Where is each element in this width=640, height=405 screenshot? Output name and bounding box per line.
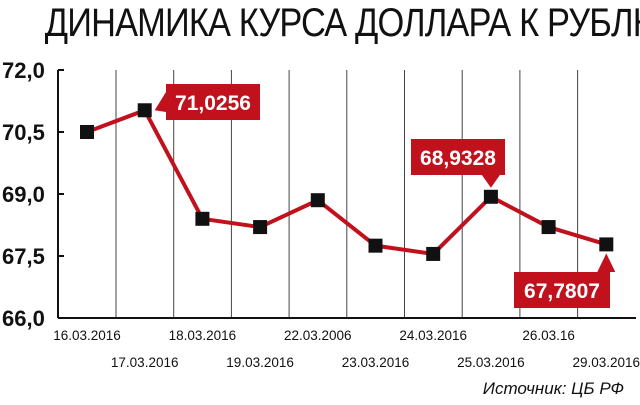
data-point <box>80 125 94 139</box>
callout-box <box>166 84 260 120</box>
callout-pointer <box>597 253 616 272</box>
data-point <box>368 238 383 253</box>
callout-box <box>514 272 610 308</box>
x-tick-label: 17.03.2016 <box>111 355 179 370</box>
x-tick-label: 29.03.2016 <box>573 355 640 370</box>
callout: 68,9328 <box>411 139 505 188</box>
x-tick-label: 16.03.2016 <box>53 328 121 343</box>
data-point <box>195 211 210 226</box>
data-point <box>541 220 556 235</box>
callout-box <box>411 139 505 175</box>
callout: 71,0256 <box>154 84 260 120</box>
data-point <box>599 237 614 252</box>
x-tick-label: 26.03.16 <box>522 328 575 343</box>
x-tick-label: 25.03.2016 <box>457 355 525 370</box>
y-tick-label: 69,0 <box>2 182 45 207</box>
data-label: 67,7807 <box>524 280 600 303</box>
y-tick-label: 72,0 <box>2 58 45 83</box>
y-tick-label: 67,5 <box>2 244 45 269</box>
callout-pointer <box>154 92 166 112</box>
data-point <box>426 246 441 261</box>
data-point <box>253 220 268 235</box>
series-line <box>86 108 607 256</box>
x-tick-label: 23.03.2016 <box>342 355 410 370</box>
callout: 67,7807 <box>514 253 616 308</box>
data-label: 71,0256 <box>175 92 251 115</box>
data-point <box>483 189 498 204</box>
data-point <box>137 103 152 118</box>
data-point <box>310 193 325 208</box>
chart-title: ДИНАМИКА КУРСА ДОЛЛАРА К РУБЛЮ <box>44 1 640 45</box>
data-label: 68,9328 <box>420 147 496 170</box>
x-tick-label: 18.03.2016 <box>169 328 237 343</box>
x-tick-label: 22.03.2006 <box>284 328 352 343</box>
x-tick-label: 19.03.2016 <box>226 355 294 370</box>
x-tick-label: 24.03.2016 <box>399 328 467 343</box>
y-tick-label: 70,5 <box>2 120 45 145</box>
source-note: Источник: ЦБ РФ <box>482 379 624 398</box>
callout-pointer <box>481 175 500 188</box>
y-tick-label: 66,0 <box>2 306 45 331</box>
